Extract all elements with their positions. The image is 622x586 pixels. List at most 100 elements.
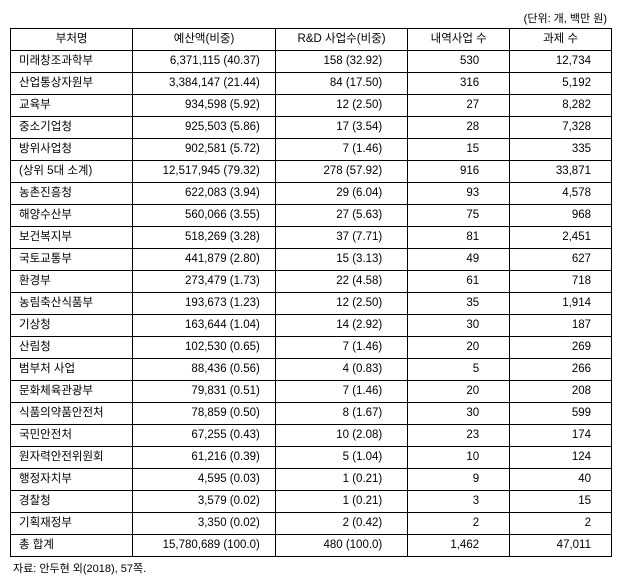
- cell-dept: 행정자치부: [11, 469, 133, 491]
- cell-proj: 20: [408, 381, 510, 403]
- table-row: 중소기업청925,503 (5.86)17 (3.54)287,328: [11, 117, 612, 139]
- cell-rd: 7 (1.46): [275, 381, 407, 403]
- cell-task: 269: [510, 337, 612, 359]
- table-row: 국토교통부441,879 (2.80)15 (3.13)49627: [11, 249, 612, 271]
- cell-dept: 문화체육관광부: [11, 381, 133, 403]
- cell-dept: 교육부: [11, 95, 133, 117]
- cell-proj: 49: [408, 249, 510, 271]
- cell-task: 266: [510, 359, 612, 381]
- cell-dept: 해양수산부: [11, 205, 133, 227]
- cell-budget: 15,780,689 (100.0): [133, 535, 276, 557]
- cell-task: 1,914: [510, 293, 612, 315]
- table-row: 식품의약품안전처78,859 (0.50)8 (1.67)30599: [11, 403, 612, 425]
- cell-proj: 30: [408, 315, 510, 337]
- cell-budget: 78,859 (0.50): [133, 403, 276, 425]
- header-rd: R&D 사업수(비중): [275, 29, 407, 51]
- table-row: 농림축산식품부193,673 (1.23)12 (2.50)351,914: [11, 293, 612, 315]
- table-row: 미래창조과학부6,371,115 (40.37)158 (32.92)53012…: [11, 51, 612, 73]
- cell-task: 33,871: [510, 161, 612, 183]
- cell-proj: 30: [408, 403, 510, 425]
- cell-rd: 158 (32.92): [275, 51, 407, 73]
- cell-rd: 8 (1.67): [275, 403, 407, 425]
- cell-proj: 2: [408, 513, 510, 535]
- cell-budget: 902,581 (5.72): [133, 139, 276, 161]
- cell-proj: 28: [408, 117, 510, 139]
- cell-dept: 국토교통부: [11, 249, 133, 271]
- cell-task: 187: [510, 315, 612, 337]
- header-task: 과제 수: [510, 29, 612, 51]
- cell-rd: 84 (17.50): [275, 73, 407, 95]
- cell-task: 7,328: [510, 117, 612, 139]
- cell-rd: 2 (0.42): [275, 513, 407, 535]
- cell-task: 40: [510, 469, 612, 491]
- cell-dept: 원자력안전위원회: [11, 447, 133, 469]
- cell-dept: 기획재정부: [11, 513, 133, 535]
- cell-budget: 3,350 (0.02): [133, 513, 276, 535]
- cell-dept: 미래창조과학부: [11, 51, 133, 73]
- cell-budget: 6,371,115 (40.37): [133, 51, 276, 73]
- cell-dept: 농촌진흥청: [11, 183, 133, 205]
- cell-proj: 20: [408, 337, 510, 359]
- cell-rd: 37 (7.71): [275, 227, 407, 249]
- cell-task: 335: [510, 139, 612, 161]
- cell-rd: 27 (5.63): [275, 205, 407, 227]
- table-row: (상위 5대 소계)12,517,945 (79.32)278 (57.92)9…: [11, 161, 612, 183]
- cell-task: 208: [510, 381, 612, 403]
- cell-budget: 88,436 (0.56): [133, 359, 276, 381]
- cell-task: 599: [510, 403, 612, 425]
- cell-proj: 15: [408, 139, 510, 161]
- cell-dept: 농림축산식품부: [11, 293, 133, 315]
- cell-budget: 925,503 (5.86): [133, 117, 276, 139]
- header-budget: 예산액(비중): [133, 29, 276, 51]
- cell-task: 8,282: [510, 95, 612, 117]
- cell-dept: 방위사업청: [11, 139, 133, 161]
- table-row: 국민안전처67,255 (0.43)10 (2.08)23174: [11, 425, 612, 447]
- cell-budget: 12,517,945 (79.32): [133, 161, 276, 183]
- cell-task: 124: [510, 447, 612, 469]
- cell-proj: 916: [408, 161, 510, 183]
- cell-dept: 범부처 사업: [11, 359, 133, 381]
- cell-rd: 10 (2.08): [275, 425, 407, 447]
- cell-task: 2: [510, 513, 612, 535]
- cell-proj: 9: [408, 469, 510, 491]
- table-row: 보건복지부518,269 (3.28)37 (7.71)812,451: [11, 227, 612, 249]
- cell-dept: 산업통상자원부: [11, 73, 133, 95]
- cell-budget: 61,216 (0.39): [133, 447, 276, 469]
- cell-proj: 27: [408, 95, 510, 117]
- unit-label: (단위: 개, 백만 원): [10, 10, 612, 26]
- cell-budget: 3,384,147 (21.44): [133, 73, 276, 95]
- cell-task: 5,192: [510, 73, 612, 95]
- cell-rd: 480 (100.0): [275, 535, 407, 557]
- cell-rd: 15 (3.13): [275, 249, 407, 271]
- table-row: 농촌진흥청622,083 (3.94)29 (6.04)934,578: [11, 183, 612, 205]
- cell-rd: 1 (0.21): [275, 469, 407, 491]
- cell-rd: 14 (2.92): [275, 315, 407, 337]
- cell-dept: 총 합계: [11, 535, 133, 557]
- cell-task: 627: [510, 249, 612, 271]
- cell-proj: 23: [408, 425, 510, 447]
- table-row: 기획재정부3,350 (0.02)2 (0.42)22: [11, 513, 612, 535]
- cell-rd: 17 (3.54): [275, 117, 407, 139]
- table-row: 원자력안전위원회61,216 (0.39)5 (1.04)10124: [11, 447, 612, 469]
- header-proj: 내역사업 수: [408, 29, 510, 51]
- table-row: 산림청102,530 (0.65)7 (1.46)20269: [11, 337, 612, 359]
- cell-proj: 81: [408, 227, 510, 249]
- data-table: 부처명 예산액(비중) R&D 사업수(비중) 내역사업 수 과제 수 미래창조…: [10, 28, 612, 557]
- cell-budget: 79,831 (0.51): [133, 381, 276, 403]
- table-row: 문화체육관광부79,831 (0.51)7 (1.46)20208: [11, 381, 612, 403]
- cell-proj: 10: [408, 447, 510, 469]
- cell-task: 174: [510, 425, 612, 447]
- cell-dept: 국민안전처: [11, 425, 133, 447]
- header-dept: 부처명: [11, 29, 133, 51]
- cell-proj: 5: [408, 359, 510, 381]
- cell-proj: 316: [408, 73, 510, 95]
- cell-task: 47,011: [510, 535, 612, 557]
- table-row: 산업통상자원부3,384,147 (21.44)84 (17.50)3165,1…: [11, 73, 612, 95]
- table-row: 방위사업청902,581 (5.72)7 (1.46)15335: [11, 139, 612, 161]
- cell-budget: 4,595 (0.03): [133, 469, 276, 491]
- cell-rd: 12 (2.50): [275, 95, 407, 117]
- source-label: 자료: 안두현 외(2018), 57쪽.: [10, 560, 612, 576]
- cell-task: 2,451: [510, 227, 612, 249]
- cell-rd: 278 (57.92): [275, 161, 407, 183]
- table-row: 환경부273,479 (1.73)22 (4.58)61718: [11, 271, 612, 293]
